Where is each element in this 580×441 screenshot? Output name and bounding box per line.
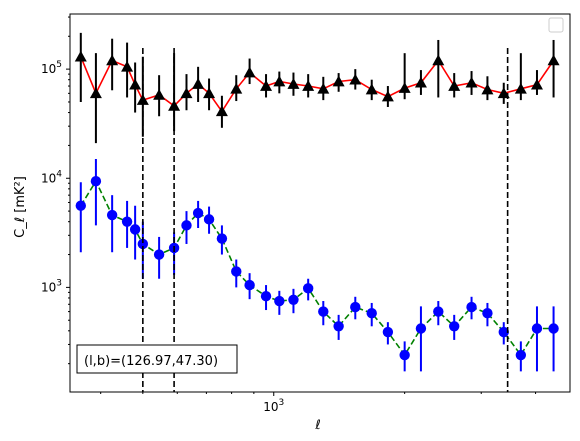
series-layer xyxy=(74,32,560,372)
data-point xyxy=(317,82,330,94)
data-point xyxy=(398,82,411,93)
data-point xyxy=(203,87,216,99)
data-point xyxy=(414,76,427,88)
data-point xyxy=(432,54,445,66)
data-point xyxy=(332,75,345,87)
data-point xyxy=(530,78,543,90)
data-point xyxy=(137,238,149,250)
y-tick-label: 103 xyxy=(41,278,62,294)
data-point xyxy=(273,75,286,87)
data-point xyxy=(215,105,228,117)
data-point xyxy=(318,306,329,317)
data-point xyxy=(121,216,133,227)
data-point xyxy=(90,175,102,187)
annotation-text: (l,b)=(126.97,47.30) xyxy=(84,354,218,369)
data-point xyxy=(203,214,215,225)
data-point xyxy=(302,80,315,91)
data-point xyxy=(129,78,142,90)
data-point xyxy=(531,323,543,334)
data-point xyxy=(180,87,193,99)
data-point xyxy=(260,291,272,302)
plot-area xyxy=(70,14,570,392)
data-point xyxy=(433,306,444,317)
data-point xyxy=(381,90,394,102)
vertical-lines xyxy=(142,48,509,392)
data-point xyxy=(75,200,86,211)
plot-background xyxy=(70,14,570,392)
data-point xyxy=(415,323,427,334)
data-point xyxy=(366,308,377,319)
data-point xyxy=(129,224,141,235)
data-point xyxy=(106,54,119,66)
data-point xyxy=(288,294,299,305)
data-point xyxy=(231,266,242,277)
data-point xyxy=(465,76,478,88)
legend-box xyxy=(548,17,564,33)
data-point xyxy=(136,94,149,105)
series-1 xyxy=(75,159,559,372)
data-point xyxy=(302,283,314,294)
data-point xyxy=(448,80,461,91)
data-point xyxy=(482,308,493,319)
data-point xyxy=(106,209,118,221)
data-point xyxy=(498,326,509,338)
data-point xyxy=(399,349,410,361)
data-point xyxy=(466,301,477,313)
data-point xyxy=(244,279,255,291)
data-point xyxy=(74,50,87,62)
annotation-frame xyxy=(76,344,238,374)
data-point xyxy=(260,80,273,91)
legend-frame xyxy=(548,17,564,33)
x-axis-label: ℓ xyxy=(314,418,320,433)
data-point xyxy=(449,321,460,332)
axes-frame xyxy=(69,13,571,393)
data-point xyxy=(365,83,378,95)
data-point xyxy=(514,82,527,94)
data-point xyxy=(89,87,102,99)
data-point xyxy=(153,249,165,260)
data-point xyxy=(121,60,134,72)
annotation-box: (l,b)=(126.97,47.30) xyxy=(76,344,238,374)
data-point xyxy=(497,87,510,99)
data-point xyxy=(349,73,362,85)
data-point xyxy=(192,207,204,219)
axes: 103 104 105 103 xyxy=(41,13,571,414)
data-point xyxy=(548,323,559,334)
data-point xyxy=(547,54,560,66)
data-point xyxy=(230,82,243,94)
data-point xyxy=(287,78,300,89)
data-point xyxy=(153,88,166,100)
data-point xyxy=(515,349,527,361)
data-point xyxy=(181,220,192,231)
data-point xyxy=(481,83,494,95)
data-point xyxy=(382,326,394,338)
data-point xyxy=(243,66,256,78)
data-point xyxy=(216,233,228,244)
data-point xyxy=(192,78,205,89)
series-0 xyxy=(74,32,560,144)
data-point xyxy=(333,321,344,332)
y-tick-label: 104 xyxy=(41,169,62,185)
x-tick-label: 103 xyxy=(263,398,284,414)
y-axis-label: C_ℓ [mK²] xyxy=(13,176,28,238)
data-point xyxy=(274,295,285,307)
y-tick-label: 105 xyxy=(41,60,62,76)
data-point xyxy=(350,301,361,313)
